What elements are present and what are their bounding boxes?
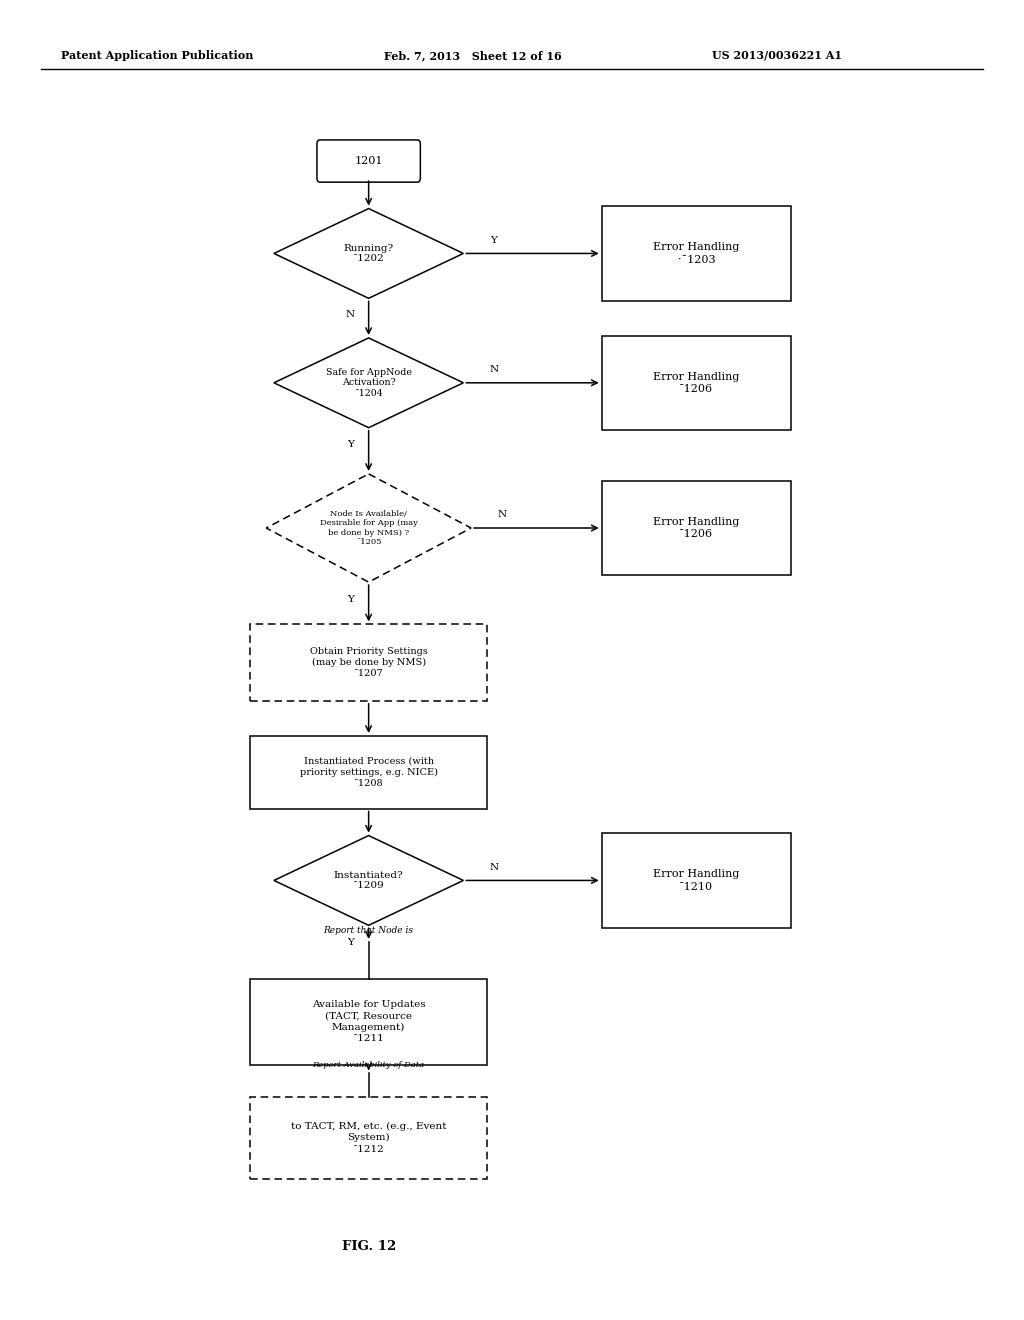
Text: Safe for AppNode
Activation?
¯1204: Safe for AppNode Activation? ¯1204 — [326, 367, 412, 399]
Text: to TACT, RM, etc. (e.g., Event
System)
¯1212: to TACT, RM, etc. (e.g., Event System) ¯… — [291, 1122, 446, 1154]
Text: Error Handling
¯1206: Error Handling ¯1206 — [653, 372, 739, 393]
Text: Obtain Priority Settings
(may be done by NMS)
¯1207: Obtain Priority Settings (may be done by… — [309, 647, 428, 678]
Bar — [602, 833, 791, 928]
Text: Report Availability of Data: Report Availability of Data — [312, 1061, 425, 1069]
Text: FIG. 12: FIG. 12 — [342, 1239, 395, 1253]
Bar — [250, 624, 487, 701]
Text: Patent Application Publication: Patent Application Publication — [61, 50, 254, 61]
Bar — [250, 1097, 487, 1179]
Text: Y: Y — [347, 939, 353, 946]
Bar — [602, 335, 791, 430]
Polygon shape — [273, 836, 463, 925]
Polygon shape — [273, 338, 463, 428]
Text: Running?
¯1202: Running? ¯1202 — [344, 244, 393, 263]
Text: Error Handling
¯1210: Error Handling ¯1210 — [653, 870, 739, 891]
Text: Y: Y — [347, 595, 353, 603]
Text: Feb. 7, 2013   Sheet 12 of 16: Feb. 7, 2013 Sheet 12 of 16 — [384, 50, 562, 61]
Text: Y: Y — [347, 441, 353, 449]
Bar — [250, 979, 487, 1064]
Bar — [250, 737, 487, 808]
Text: Node Is Available/
Desirable for App (may
be done by NMS) ?
¯1205: Node Is Available/ Desirable for App (ma… — [319, 510, 418, 546]
Text: Instantiated Process (with
priority settings, e.g. NICE)
¯1208: Instantiated Process (with priority sett… — [300, 756, 437, 788]
Polygon shape — [266, 474, 471, 582]
FancyBboxPatch shape — [317, 140, 420, 182]
Text: Instantiated?
¯1209: Instantiated? ¯1209 — [334, 871, 403, 890]
Bar — [602, 480, 791, 576]
Bar — [602, 206, 791, 301]
Text: N: N — [498, 511, 506, 519]
Polygon shape — [273, 209, 463, 298]
Text: Error Handling
·¯1203: Error Handling ·¯1203 — [653, 243, 739, 264]
Text: Y: Y — [490, 236, 498, 244]
Text: 1201: 1201 — [354, 156, 383, 166]
Text: Report that Node is: Report that Node is — [324, 927, 414, 935]
Text: US 2013/0036221 A1: US 2013/0036221 A1 — [712, 50, 842, 61]
Text: Error Handling
¯1206: Error Handling ¯1206 — [653, 517, 739, 539]
Text: Available for Updates
(TACT, Resource
Management)
¯1211: Available for Updates (TACT, Resource Ma… — [312, 1001, 425, 1043]
Text: N: N — [489, 366, 499, 374]
Text: N: N — [489, 863, 499, 871]
Text: N: N — [346, 310, 354, 318]
